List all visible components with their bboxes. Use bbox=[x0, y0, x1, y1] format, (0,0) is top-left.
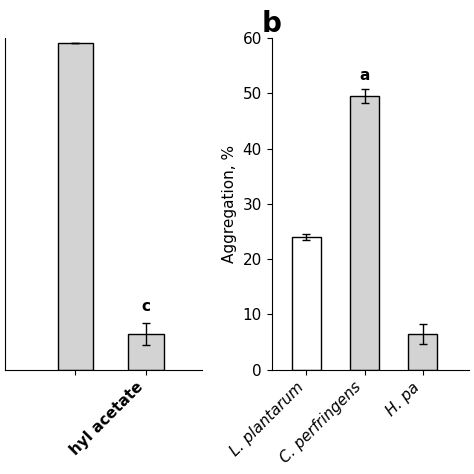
Text: b: b bbox=[262, 10, 282, 38]
Text: c: c bbox=[141, 300, 150, 314]
Bar bbox=[350, 96, 379, 370]
Text: a: a bbox=[359, 68, 370, 82]
Bar bbox=[58, 44, 93, 370]
Bar bbox=[408, 334, 438, 370]
Bar bbox=[128, 334, 164, 370]
Bar bbox=[292, 237, 321, 370]
Y-axis label: Aggregation, %: Aggregation, % bbox=[222, 145, 237, 263]
